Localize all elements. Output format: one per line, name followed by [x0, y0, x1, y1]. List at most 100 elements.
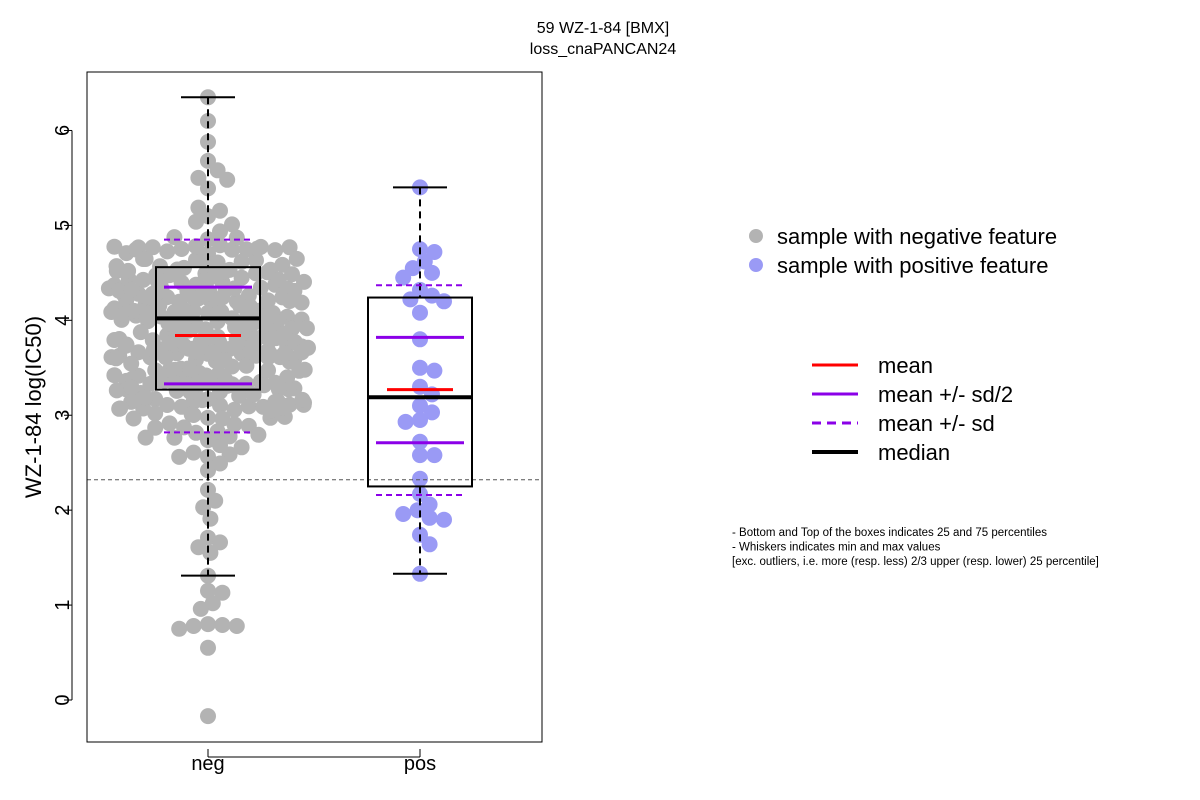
y-tick-label: 6	[52, 125, 74, 136]
neg-sample-point	[175, 301, 192, 318]
neg-sample-point	[214, 617, 231, 633]
neg-sample-point	[212, 202, 228, 219]
neg-sample-point	[212, 223, 228, 240]
neg-sample-point	[166, 229, 183, 246]
neg-sample-point	[228, 229, 245, 246]
note-line: - Whiskers indicates min and max values	[732, 542, 941, 554]
legend: sample with negative feature sample with …	[749, 224, 1057, 465]
neg-sample-point	[188, 213, 204, 230]
neg-sample-point	[226, 416, 243, 433]
chart-subtitle: loss_cnaPANCAN24	[530, 41, 677, 58]
neg-sample-point	[147, 419, 164, 436]
neg-sample-point	[151, 372, 168, 389]
neg-sample-point	[185, 340, 201, 357]
neg-sample-point	[200, 708, 216, 725]
pos-sample-point	[412, 412, 428, 428]
neg-sample-point	[224, 241, 240, 258]
neg-sample-point	[214, 410, 231, 427]
neg-sample-point	[161, 415, 178, 432]
neg-sample-point	[197, 286, 214, 303]
neg-sample-point	[270, 381, 287, 398]
neg-sample-point	[300, 339, 316, 356]
neg-sample-point	[117, 337, 134, 354]
legend-line-label: median	[878, 440, 950, 465]
pos-sample-point	[412, 470, 428, 487]
legend-point-marker	[749, 258, 763, 272]
neg-sample-point	[200, 582, 216, 599]
neg-sample-point	[106, 367, 123, 384]
neg-sample-point	[103, 304, 120, 320]
note-line: [exc. outliers, i.e. more (resp. less) 2…	[732, 556, 1099, 568]
neg-sample-point	[161, 335, 178, 351]
pos-points	[395, 179, 452, 582]
neg-sample-point	[263, 305, 280, 322]
legend-point-marker	[749, 229, 763, 243]
neg-sample-point	[212, 237, 228, 254]
neg-sample-point	[190, 169, 207, 186]
neg-sample-point	[190, 199, 207, 216]
notes: - Bottom and Top of the boxes indicates …	[732, 527, 1099, 568]
neg-sample-point	[112, 400, 129, 417]
neg-sample-point	[200, 113, 216, 129]
pos-sample-point	[421, 536, 438, 553]
neg-sample-point	[276, 325, 293, 342]
neg-sample-point	[259, 264, 276, 281]
pos-sample-point	[412, 304, 428, 321]
neg-sample-point	[202, 544, 219, 561]
y-tick-label: 4	[52, 315, 74, 326]
neg-sample-point	[288, 250, 305, 267]
neg-sample-point	[228, 618, 245, 634]
neg-sample-point	[198, 325, 215, 342]
neg-sample-point	[200, 180, 216, 197]
pos-sample-point	[409, 502, 426, 519]
neg-sample-point	[166, 361, 183, 378]
neg-sample-point	[267, 242, 284, 259]
pos-sample-point	[402, 291, 419, 308]
neg-sample-point	[159, 243, 176, 260]
neg-sample-point	[147, 405, 164, 422]
pos-sample-point	[421, 509, 438, 526]
neg-sample-point	[249, 240, 266, 257]
legend-point-label: sample with positive feature	[777, 253, 1048, 278]
neg-sample-point	[182, 383, 199, 400]
neg-sample-point	[185, 444, 202, 461]
chart-title: 59 WZ-1-84 [BMX]	[537, 20, 669, 37]
neg-sample-point	[132, 324, 149, 341]
neg-sample-point	[276, 345, 293, 362]
neg-sample-point	[233, 439, 250, 456]
neg-sample-point	[194, 392, 211, 409]
neg-sample-point	[169, 261, 186, 278]
pos-sample-point	[397, 413, 414, 430]
neg-sample-point	[157, 349, 174, 366]
neg-sample-point	[185, 618, 202, 634]
neg-sample-point	[173, 241, 190, 257]
neg-sample-point	[159, 397, 176, 413]
y-tick-label: 5	[52, 220, 74, 231]
neg-sample-point	[294, 391, 311, 408]
legend-line-label: mean +/- sd	[878, 411, 995, 436]
neg-sample-point	[123, 355, 140, 372]
neg-sample-point	[298, 320, 315, 337]
neg-sample-point	[246, 335, 263, 352]
neg-sample-point	[106, 238, 123, 255]
neg-sample-point	[204, 344, 221, 361]
neg-sample-point	[123, 379, 140, 396]
neg-sample-point	[241, 298, 258, 315]
pos-sample-point	[424, 404, 440, 421]
neg-sample-point	[125, 410, 142, 427]
pos-sample-point	[412, 397, 428, 414]
neg-sample-point	[200, 616, 216, 633]
neg-sample-point	[200, 462, 216, 479]
neg-sample-point	[171, 620, 188, 637]
y-axis-label: WZ-1-84 log(IC50)	[21, 316, 46, 498]
note-line: - Bottom and Top of the boxes indicates …	[732, 527, 1047, 539]
neg-sample-point	[200, 639, 216, 656]
neg-sample-point	[183, 406, 200, 423]
neg-sample-point	[270, 271, 287, 288]
neg-sample-point	[219, 171, 236, 188]
box-neg	[155, 96, 261, 577]
pos-sample-point	[412, 447, 428, 464]
axes: 0 1 2 3 4 5 6 neg pos	[52, 125, 436, 775]
pos-sample-point	[395, 506, 412, 522]
